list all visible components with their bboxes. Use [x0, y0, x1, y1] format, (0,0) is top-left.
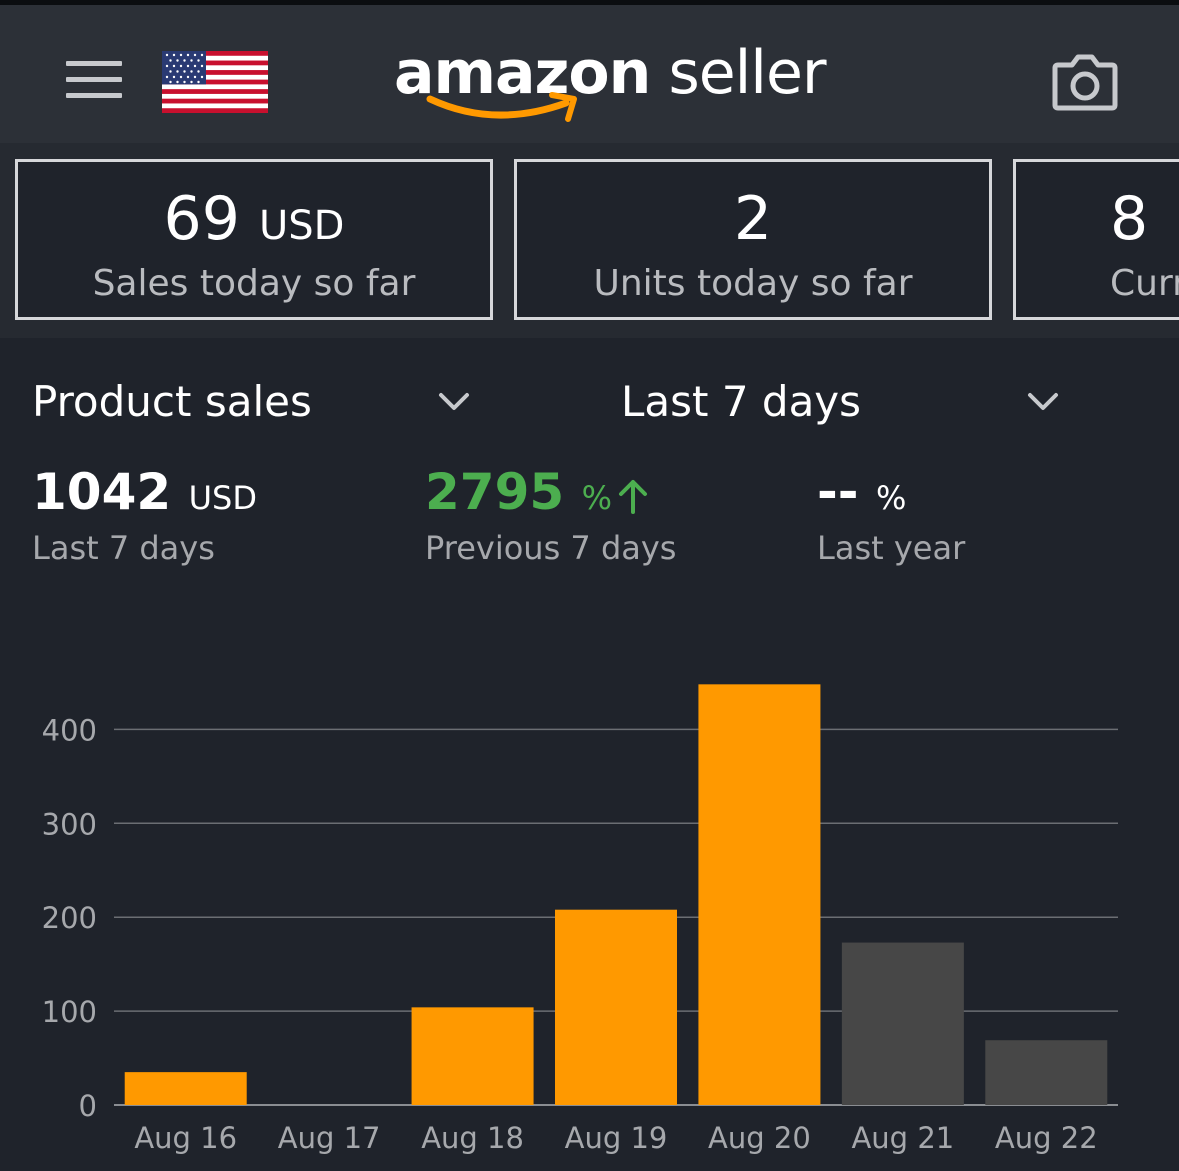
kpi-card-partial[interactable]: 8 Curr — [1013, 159, 1179, 320]
kpi-card-units[interactable]: 2 Units today so far — [514, 159, 992, 320]
chevron-down-icon — [1028, 393, 1058, 410]
camera-icon[interactable] — [1052, 51, 1118, 111]
range-dropdown-label: Last 7 days — [621, 377, 862, 426]
kpi-sales-label: Sales today so far — [92, 263, 416, 304]
range-dropdown[interactable]: Last 7 days — [621, 372, 1071, 432]
sales-bar-chart: 0 100 200 300 400 Aug 16 Aug 17 Aug 18 Aug 19 Aug… — [42, 684, 1118, 1155]
metric-previous-label: Previous 7 days — [425, 529, 677, 567]
kpi-strip: 69 USD Sales today so far 2 Units today … — [0, 143, 1179, 338]
us-flag-icon[interactable] — [162, 51, 268, 113]
arrow-up-icon — [619, 479, 647, 514]
x-tick-label: Aug 22 — [995, 1121, 1098, 1155]
kpi-sales-unit: USD — [258, 203, 345, 249]
kpi-units-value: 2 — [517, 184, 989, 254]
metric-last-year-label: Last year — [817, 529, 966, 567]
metric-previous-value: 2795 % — [425, 460, 650, 530]
metric-last-year-value: -- % — [817, 460, 906, 530]
x-tick-label: Aug 20 — [708, 1121, 811, 1155]
bar — [985, 1040, 1108, 1105]
x-tick-label: Aug 19 — [565, 1121, 668, 1155]
x-tick-label: Aug 17 — [278, 1121, 381, 1155]
logo-brand: amazon — [394, 38, 651, 108]
metric-dropdown[interactable]: Product sales — [32, 372, 482, 432]
bar — [411, 1007, 534, 1105]
metric-previous: 2795 % Previous 7 days — [425, 460, 795, 570]
hamburger-menu-icon[interactable] — [60, 55, 126, 103]
logo-suffix: seller — [668, 38, 826, 108]
kpi-units-number: 2 — [733, 184, 773, 254]
y-tick-label: 100 — [42, 995, 97, 1029]
amazon-smile-icon — [426, 92, 577, 122]
metric-previous-unit: % — [581, 479, 612, 517]
x-tick-label: Aug 16 — [134, 1121, 237, 1155]
kpi-sales-number: 69 — [163, 184, 240, 254]
metric-current-unit: USD — [188, 479, 257, 517]
y-tick-label: 300 — [42, 807, 97, 841]
metric-last-year: -- % Last year — [817, 460, 1147, 570]
metric-current-value: 1042 USD — [32, 460, 257, 530]
kpi-card-sales[interactable]: 69 USD Sales today so far — [15, 159, 493, 320]
metric-last-year-unit: % — [875, 479, 907, 517]
kpi-sales-value: 69 USD — [18, 184, 490, 261]
amazon-seller-logo: amazon seller — [394, 33, 827, 133]
x-tick-label: Aug 21 — [851, 1121, 954, 1155]
kpi-units-label: Units today so far — [593, 263, 913, 304]
metric-dropdown-label: Product sales — [32, 377, 312, 426]
chevron-down-icon — [439, 393, 469, 410]
metric-current-label: Last 7 days — [32, 529, 215, 567]
y-tick-label: 400 — [42, 713, 97, 747]
x-tick-label: Aug 18 — [421, 1121, 524, 1155]
bar — [841, 942, 964, 1105]
kpi-partial-label: Curr — [1110, 263, 1179, 304]
kpi-partial-number: 8 — [1110, 184, 1149, 254]
metric-previous-number: 2795 — [425, 463, 565, 521]
bar — [555, 909, 677, 1105]
bar — [124, 1072, 247, 1105]
kpi-partial-value: 8 — [1110, 184, 1179, 254]
y-tick-label: 200 — [42, 901, 97, 935]
metric-current: 1042 USD Last 7 days — [32, 460, 392, 570]
top-bar: amazon seller — [0, 0, 1179, 143]
metric-current-number: 1042 — [32, 463, 172, 521]
bar — [698, 684, 821, 1105]
y-tick-label: 0 — [79, 1089, 97, 1123]
metric-last-year-number: -- — [817, 463, 859, 521]
logo-wordmark: amazon seller — [394, 33, 827, 113]
